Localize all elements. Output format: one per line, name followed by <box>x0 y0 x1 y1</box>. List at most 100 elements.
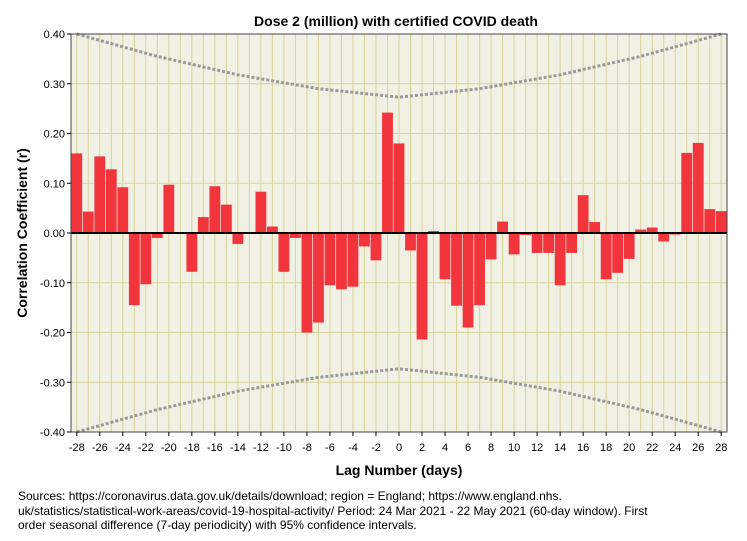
bar <box>359 233 370 247</box>
bar <box>370 233 382 261</box>
sources-line: order seasonal difference (7-day periodi… <box>18 518 417 532</box>
bar <box>140 233 152 285</box>
bar <box>589 222 601 233</box>
confidence-interval-lines <box>76 32 722 434</box>
x-tick-label: -24 <box>115 442 131 454</box>
bar <box>163 184 175 233</box>
bar <box>658 233 670 242</box>
bar <box>439 233 451 280</box>
x-tick-label: -12 <box>253 442 269 454</box>
x-tick-label: -14 <box>230 442 246 454</box>
bar <box>128 233 140 306</box>
y-tick-label: 0.00 <box>44 228 65 240</box>
bar <box>451 233 462 306</box>
bar <box>462 233 474 328</box>
x-tick-label: -26 <box>92 442 108 454</box>
x-tick-label: 0 <box>396 442 402 454</box>
x-tick-label: 24 <box>669 442 681 454</box>
bar <box>313 233 324 323</box>
bar <box>485 233 497 260</box>
bar <box>704 209 716 233</box>
x-tick-label: 10 <box>508 442 520 454</box>
bar <box>531 233 543 253</box>
bar <box>117 187 129 233</box>
bar <box>301 233 313 333</box>
bar <box>508 233 520 255</box>
x-tick-label: -16 <box>207 442 223 454</box>
x-tick-label: -18 <box>184 442 200 454</box>
bar <box>566 233 578 253</box>
x-tick-label: -4 <box>348 442 358 454</box>
y-tick-label: -0.20 <box>40 328 65 340</box>
bar <box>347 233 359 287</box>
bar <box>416 233 428 340</box>
y-tick-label: 0.40 <box>44 29 65 41</box>
x-tick-label: 4 <box>442 442 448 454</box>
bar <box>94 156 106 233</box>
bar <box>692 142 704 233</box>
x-tick-label: 20 <box>623 442 635 454</box>
x-tick-label: 16 <box>577 442 589 454</box>
x-tick-label: -20 <box>161 442 177 454</box>
bar <box>382 112 393 233</box>
bar <box>600 233 612 280</box>
bar <box>543 233 555 253</box>
bar <box>278 233 290 272</box>
x-axis-ticks: -28 -26 -24 -22 -20 -18 -16 -14 -12 -10 -8 -6 -4 -2 0 2… <box>69 432 727 454</box>
x-tick-label: 8 <box>488 442 494 454</box>
sources-line: uk/statistics/statistical-work-areas/cov… <box>18 503 648 518</box>
x-tick-label: -22 <box>138 442 154 454</box>
x-tick-label: 22 <box>646 442 658 454</box>
x-tick-label: 12 <box>531 442 543 454</box>
y-tick-label: -0.10 <box>40 278 65 290</box>
bar <box>290 233 301 238</box>
x-axis-label: Lag Number (days) <box>336 462 463 478</box>
bar <box>336 233 347 290</box>
bar <box>554 233 566 286</box>
bar <box>681 152 693 233</box>
x-tick-label: -2 <box>371 442 381 454</box>
bar <box>197 217 209 233</box>
chart-title: Dose 2 (million) with certified COVID de… <box>254 13 538 29</box>
upper-confidence-limit <box>76 32 722 99</box>
bar <box>715 211 727 233</box>
y-axis-label: Correlation Coefficient (r) <box>14 148 30 318</box>
x-tick-label: 18 <box>600 442 612 454</box>
sources-line: Sources: https://coronavirus.data.gov.uk… <box>18 489 562 503</box>
bar-series <box>71 112 727 340</box>
bar <box>105 169 117 233</box>
x-tick-label: 6 <box>465 442 471 454</box>
x-tick-label: -10 <box>276 442 292 454</box>
bar <box>220 204 232 233</box>
lower-confidence-limit <box>76 367 722 434</box>
bar <box>623 233 635 259</box>
x-tick-label: 28 <box>715 442 727 454</box>
x-tick-label: 14 <box>554 442 566 454</box>
y-tick-label: -0.40 <box>40 427 65 439</box>
x-tick-label: -8 <box>302 442 312 454</box>
bar <box>497 221 508 233</box>
x-tick-label: -28 <box>69 442 85 454</box>
x-tick-label: 2 <box>419 442 425 454</box>
bar <box>612 233 624 273</box>
bar <box>577 195 589 233</box>
y-tick-label: 0.30 <box>44 79 65 91</box>
bar <box>266 226 278 233</box>
bar <box>151 233 163 238</box>
bar <box>82 211 94 233</box>
bar <box>71 153 83 233</box>
bar <box>474 233 485 306</box>
x-tick-label: -6 <box>325 442 335 454</box>
y-tick-label: -0.30 <box>40 377 65 389</box>
bar <box>635 229 647 233</box>
bar <box>186 233 198 272</box>
bar <box>324 233 336 286</box>
bar <box>646 227 658 233</box>
y-tick-label: 0.10 <box>44 178 65 190</box>
bar <box>209 186 221 233</box>
bar <box>255 191 267 233</box>
x-tick-label: 26 <box>692 442 704 454</box>
bar <box>405 233 416 251</box>
y-axis-ticks: -0.40 -0.30 -0.20 -0.10 0.00 0.10 0.20 0.30 0.40 <box>40 29 71 439</box>
